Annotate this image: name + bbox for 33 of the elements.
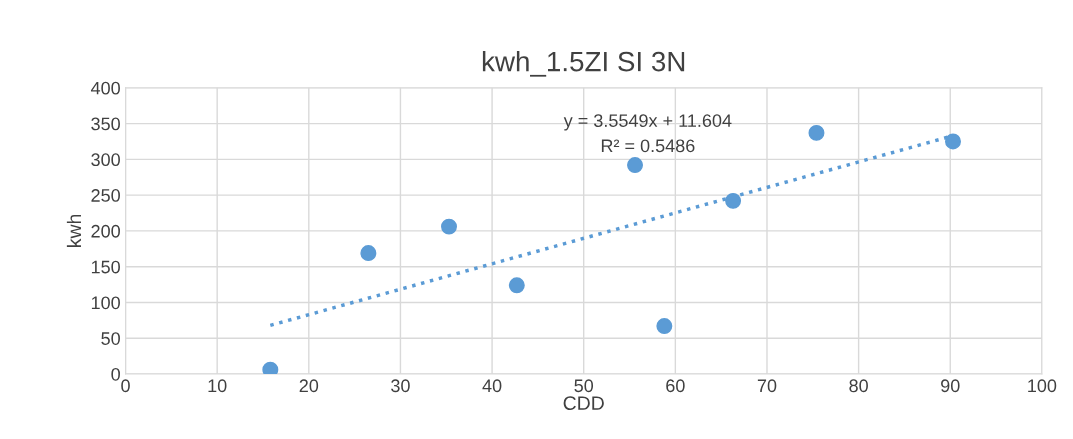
point	[808, 124, 825, 141]
y-axis-title: kwh	[66, 214, 81, 247]
x-tick-label: 60	[666, 379, 685, 393]
y-tick-label: 250	[91, 189, 120, 202]
point	[945, 133, 961, 150]
x-tick-label: 10	[208, 379, 227, 393]
point	[360, 245, 377, 262]
x-tick-label: 20	[299, 379, 319, 393]
x-tick-label: 50	[574, 379, 594, 393]
point	[725, 192, 742, 209]
x-tick-label: 80	[849, 379, 868, 393]
annotation: R² = 0.5486	[601, 139, 695, 153]
x-tick-label: 0	[121, 379, 130, 393]
x-axis-title: CDD	[563, 396, 604, 410]
x-tick-label: 30	[391, 379, 410, 393]
x-tick-label: 40	[482, 379, 502, 393]
x-tick-label: 100	[1028, 379, 1057, 393]
y-tick-label: 350	[91, 117, 120, 131]
y-tick-label: 50	[101, 332, 120, 345]
y-tick-label: 400	[90, 81, 120, 95]
point	[441, 218, 457, 235]
y-tick-label: 100	[91, 296, 120, 310]
chart-title: kwh_1.5ZI SI 3N	[482, 51, 685, 77]
y-tick-label: 150	[91, 260, 120, 274]
y-tick-label: 0	[111, 367, 120, 381]
x-tick-label: 70	[757, 379, 777, 393]
y-tick-label: 200	[91, 224, 120, 238]
point	[508, 277, 525, 294]
point	[656, 318, 673, 335]
point	[627, 157, 644, 174]
annotation: y = 3.5549x + 11.604	[563, 114, 732, 131]
x-tick-label: 90	[941, 379, 960, 393]
y-tick-label: 300	[91, 153, 120, 167]
